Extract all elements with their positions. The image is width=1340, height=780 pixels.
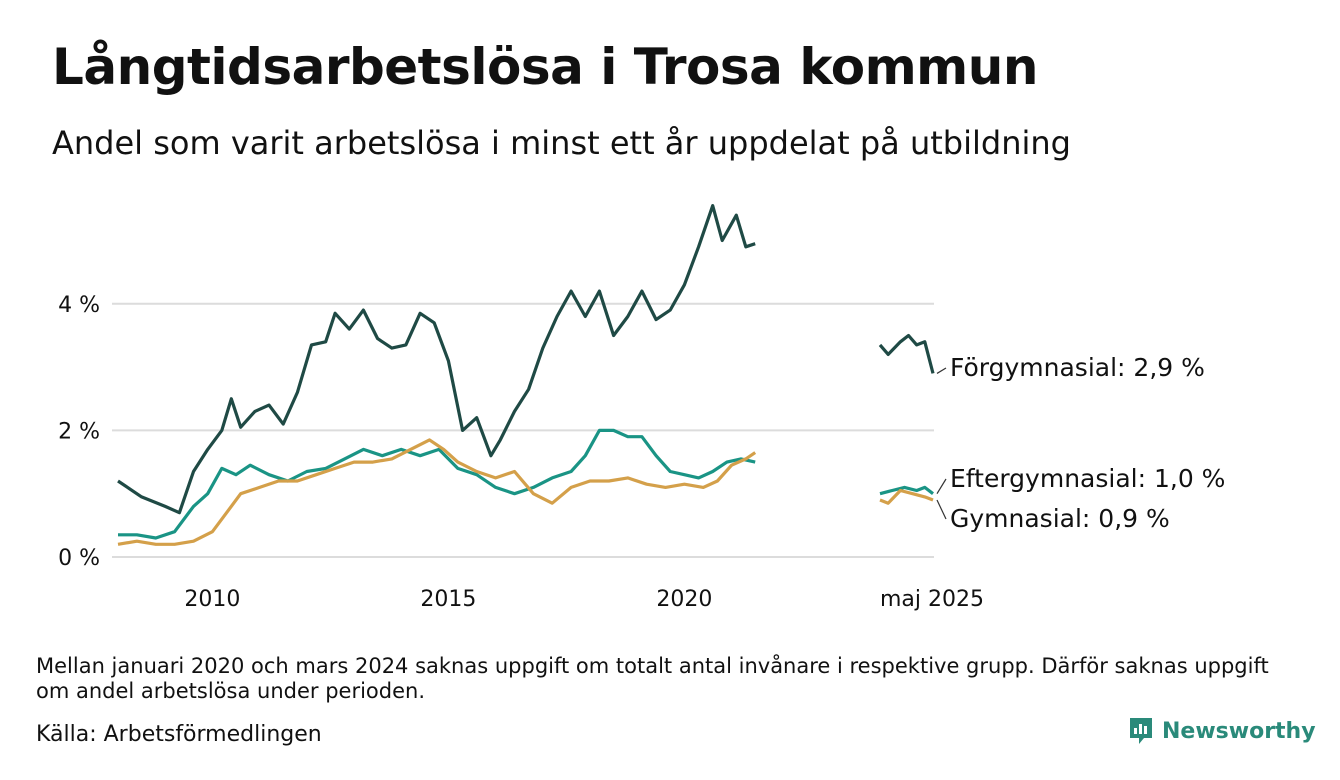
- source-text: Källa: Arbetsförmedlingen: [36, 722, 322, 747]
- gridlines: [112, 302, 934, 558]
- series-line: [117, 438, 757, 546]
- brand: Newsworthy: [1128, 716, 1316, 746]
- series-lines: [117, 204, 935, 546]
- series-line: [118, 428, 756, 540]
- brand-name: Newsworthy: [1162, 718, 1316, 744]
- y-tick-label: 2 %: [58, 419, 100, 444]
- series-end-label: Förgymnasial: 2,9 %: [950, 353, 1205, 382]
- chart-title: Långtidsarbetslösa i Trosa kommun: [52, 38, 1038, 96]
- end-labels: Förgymnasial: 2,9 % Eftergymnasial: 1,0 %…: [936, 353, 1225, 533]
- series-line: [879, 488, 934, 505]
- x-tick-label: 2020: [656, 587, 712, 612]
- series-line: [117, 204, 756, 515]
- series-end-label: Gymnasial: 0,9 %: [950, 504, 1170, 533]
- x-tick-label: 2015: [420, 587, 476, 612]
- line-chart: 0 % 2 % 4 % 2010 2015 2020 maj 2025 Förgymnasi…: [58, 204, 1225, 612]
- chart-subtitle: Andel som varit arbetslösa i minst ett å…: [52, 124, 1071, 162]
- leader-line: [936, 367, 947, 374]
- newsworthy-logo-icon: [1130, 718, 1152, 744]
- x-tick-label-end: maj 2025: [880, 587, 984, 612]
- leader-line: [936, 499, 947, 520]
- series-line: [878, 333, 935, 374]
- leader-line: [936, 478, 947, 495]
- axis-ticks: 0 % 2 % 4 % 2010 2015 2020 maj 2025: [58, 293, 984, 612]
- footnote: Mellan januari 2020 och mars 2024 saknas…: [36, 654, 1269, 703]
- y-tick-label: 4 %: [58, 293, 100, 318]
- y-tick-label: 0 %: [58, 546, 100, 571]
- series-line: [879, 485, 934, 496]
- series-end-label: Eftergymnasial: 1,0 %: [950, 464, 1225, 493]
- x-tick-label: 2010: [184, 587, 240, 612]
